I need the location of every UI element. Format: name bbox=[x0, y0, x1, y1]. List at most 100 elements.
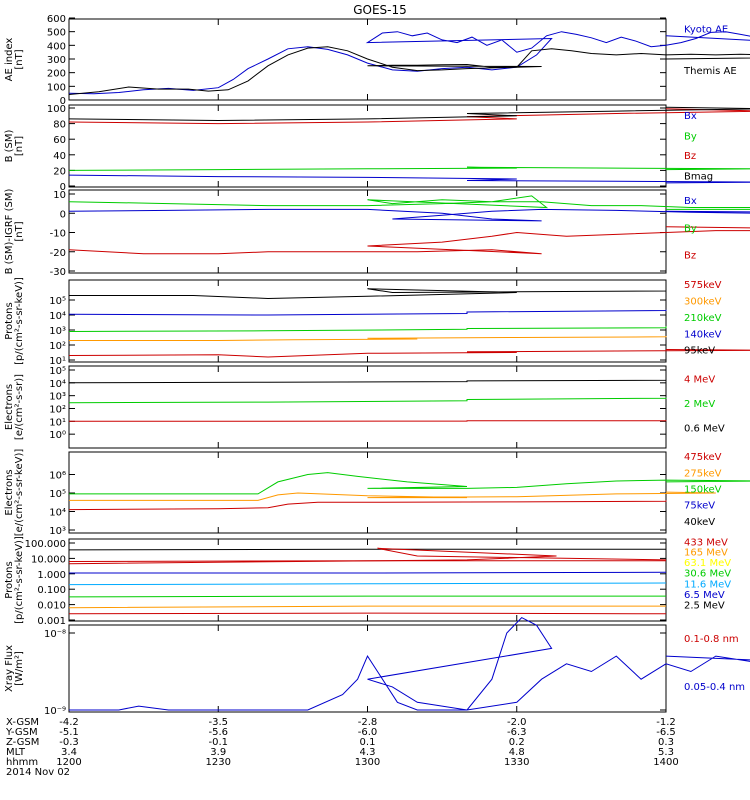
footer-value: -0.1 bbox=[208, 737, 228, 748]
y-tick-label: 20 bbox=[53, 166, 66, 177]
y-tick-label: 10³ bbox=[49, 392, 66, 403]
y-tick-label: 10¹ bbox=[49, 417, 66, 428]
legend-label: 0.1-0.8 nm bbox=[684, 634, 739, 645]
y-axis-label: [p/(cm²-s-sr-keV)] bbox=[14, 536, 25, 624]
y-tick-label: 10² bbox=[49, 341, 66, 352]
y-tick-label: 10⁴ bbox=[49, 311, 66, 322]
legend-label: 75keV bbox=[684, 501, 715, 512]
legend-label: 150keV bbox=[684, 484, 722, 495]
legend-label: 30.6 MeV bbox=[684, 569, 731, 580]
y-axis-label: B (SM)-IGRF (SM) bbox=[4, 189, 15, 275]
footer-value: -5.1 bbox=[59, 727, 79, 738]
legend-label: By bbox=[684, 131, 697, 142]
footer-value: 0.1 bbox=[360, 737, 376, 748]
panel-frame bbox=[68, 104, 667, 188]
y-axis-label: [nT] bbox=[14, 221, 25, 241]
y-tick-label: 100 bbox=[47, 104, 66, 115]
footer-value: 0.2 bbox=[509, 737, 525, 748]
legend-label: 63.1 MeV bbox=[684, 558, 731, 569]
series-300kev bbox=[69, 336, 667, 341]
series-bz bbox=[68, 226, 750, 255]
footer-value: 5.3 bbox=[658, 747, 674, 758]
y-tick-label: 0.010 bbox=[37, 601, 66, 612]
legend-label: Bx bbox=[684, 111, 697, 122]
legend-label: Bz bbox=[684, 151, 696, 162]
legend-label: Bmag bbox=[684, 172, 713, 183]
y-axis-label: [W/m²] bbox=[14, 651, 25, 686]
footer-value: 1200 bbox=[56, 757, 81, 768]
legend-label: 575keV bbox=[684, 280, 722, 291]
series-63-1-mev bbox=[68, 605, 666, 609]
footer-value: -6.0 bbox=[358, 727, 378, 738]
y-tick-label: 10⁵ bbox=[49, 489, 66, 500]
y-tick-label: 10⁰ bbox=[49, 430, 66, 441]
series-bmag bbox=[68, 106, 750, 122]
legend-label: 165 MeV bbox=[684, 547, 728, 558]
legend-label: 2 MeV bbox=[684, 399, 715, 410]
footer-value: -4.2 bbox=[59, 717, 79, 728]
series-30-6-mev bbox=[68, 595, 666, 598]
legend-label: 95keV bbox=[684, 346, 715, 357]
y-tick-label: 40 bbox=[53, 151, 66, 162]
y-tick-label: 10² bbox=[49, 405, 66, 416]
y-tick-label: 10⁵ bbox=[49, 296, 66, 307]
y-axis-label: B (SM) bbox=[4, 129, 15, 162]
legend-label: 0.05-0.4 nm bbox=[684, 682, 745, 693]
legend-label: 2.5 MeV bbox=[684, 601, 725, 612]
y-tick-label: 10.000 bbox=[31, 554, 66, 565]
legend-label: 275keV bbox=[684, 468, 722, 479]
series-150kev bbox=[69, 472, 750, 495]
series-0-6-mev bbox=[68, 379, 667, 384]
y-tick-label: 300 bbox=[47, 55, 66, 66]
legend-label: Bx bbox=[684, 196, 697, 207]
legend-label: 11.6 MeV bbox=[684, 579, 731, 590]
y-tick-label: 10⁴ bbox=[49, 379, 66, 390]
y-axis-label: [p/(cm²-s-sr-keV)] bbox=[14, 277, 25, 365]
y-tick-label: 0 bbox=[60, 209, 66, 220]
panel-bigrf: -30 -20 -10 0 10 B (SM)-IGRF (SM) [nT] Bx By Bz bbox=[4, 189, 750, 278]
y-axis-label: Electrons bbox=[4, 384, 15, 430]
y-tick-label: 10⁵ bbox=[49, 366, 66, 377]
footer-row-label: hhmm bbox=[6, 757, 38, 768]
y-axis-label: [nT] bbox=[14, 136, 25, 156]
y-tick-label: 10 bbox=[53, 190, 66, 201]
y-tick-label: 0.001 bbox=[37, 616, 66, 627]
footer-value: 0.3 bbox=[658, 737, 674, 748]
legend-label: 210keV bbox=[684, 313, 722, 324]
series-575kev bbox=[68, 349, 750, 358]
series-bx bbox=[68, 208, 750, 222]
footer-row-label: Y-GSM bbox=[5, 727, 38, 738]
series-2-mev bbox=[68, 397, 667, 404]
y-tick-label: 200 bbox=[47, 69, 66, 80]
y-tick-label: 0.100 bbox=[37, 585, 66, 596]
y-tick-label: 400 bbox=[47, 41, 66, 52]
footer-value: 1300 bbox=[355, 757, 380, 768]
series-475kev bbox=[68, 500, 667, 511]
y-tick-label: -10 bbox=[50, 229, 66, 240]
panel-frame bbox=[68, 279, 667, 363]
y-tick-label: -20 bbox=[50, 248, 66, 259]
footer-value: -1.2 bbox=[656, 717, 676, 728]
y-tick-label: 10⁻⁹ bbox=[44, 706, 66, 717]
panel-frame bbox=[68, 365, 667, 449]
panel-frame bbox=[68, 624, 667, 713]
y-tick-label: 80 bbox=[53, 120, 66, 131]
footer-value: -2.8 bbox=[358, 717, 378, 728]
legend-label: Themis AE bbox=[683, 66, 737, 77]
y-tick-label: -30 bbox=[50, 267, 66, 278]
date-label: 2014 Nov 02 bbox=[6, 767, 70, 778]
legend-label: By bbox=[684, 223, 697, 234]
panel-frame bbox=[68, 451, 667, 534]
y-tick-label: 0 bbox=[60, 182, 66, 193]
footer-value: -6.3 bbox=[507, 727, 527, 738]
series-210kev bbox=[68, 326, 667, 332]
y-tick-label: 500 bbox=[47, 28, 66, 39]
legend-label: 140keV bbox=[684, 329, 722, 340]
series-95kev bbox=[69, 288, 667, 300]
panel-protons_mev: 0.001 0.010 0.100 1.000 10.000 100.000 Protons… bbox=[4, 536, 731, 627]
panel-frame bbox=[68, 538, 667, 622]
legend-label: Bz bbox=[684, 251, 696, 262]
series-themis-ae bbox=[68, 46, 750, 95]
